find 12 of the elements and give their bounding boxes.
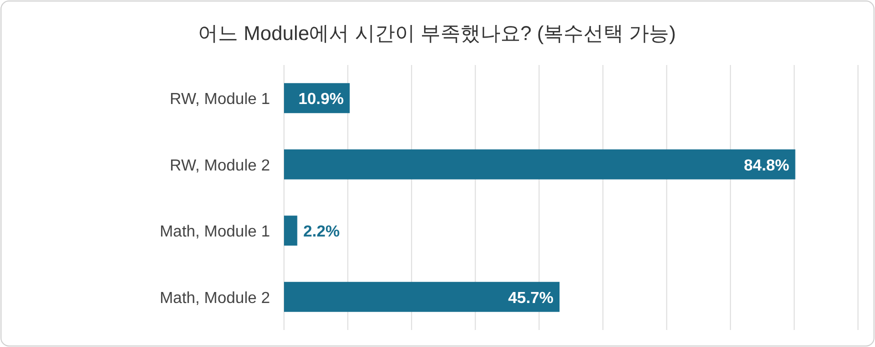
bar [284,216,298,246]
data-label: 2.2% [303,224,340,241]
data-label: 45.7% [508,290,554,307]
y-tick-label: RW, Module 2 [170,157,270,174]
y-tick-label: Math, Module 1 [160,224,270,241]
bar [284,149,796,180]
chart-title: 어느 Module에서 시간이 부족했나요? (복수선택 가능) [198,23,676,45]
data-label: 10.9% [298,91,344,108]
y-tick-label: RW, Module 1 [170,91,270,108]
bar [284,282,560,312]
y-tick-label: Math, Module 2 [160,290,270,307]
data-label: 84.8% [744,157,790,174]
